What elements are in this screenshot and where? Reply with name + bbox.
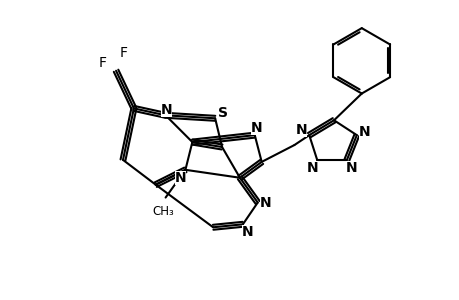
Text: S: S <box>218 106 228 120</box>
Text: N: N <box>345 161 357 175</box>
Text: CH₃: CH₃ <box>152 206 174 218</box>
Text: N: N <box>295 123 307 137</box>
Text: F: F <box>120 46 128 60</box>
Text: N: N <box>251 121 262 135</box>
Text: N: N <box>358 125 370 139</box>
Text: N: N <box>259 196 271 209</box>
Text: F: F <box>98 56 106 70</box>
Text: N: N <box>306 161 317 175</box>
Text: N: N <box>241 225 253 239</box>
Text: N: N <box>174 171 186 185</box>
Text: N: N <box>161 103 172 117</box>
